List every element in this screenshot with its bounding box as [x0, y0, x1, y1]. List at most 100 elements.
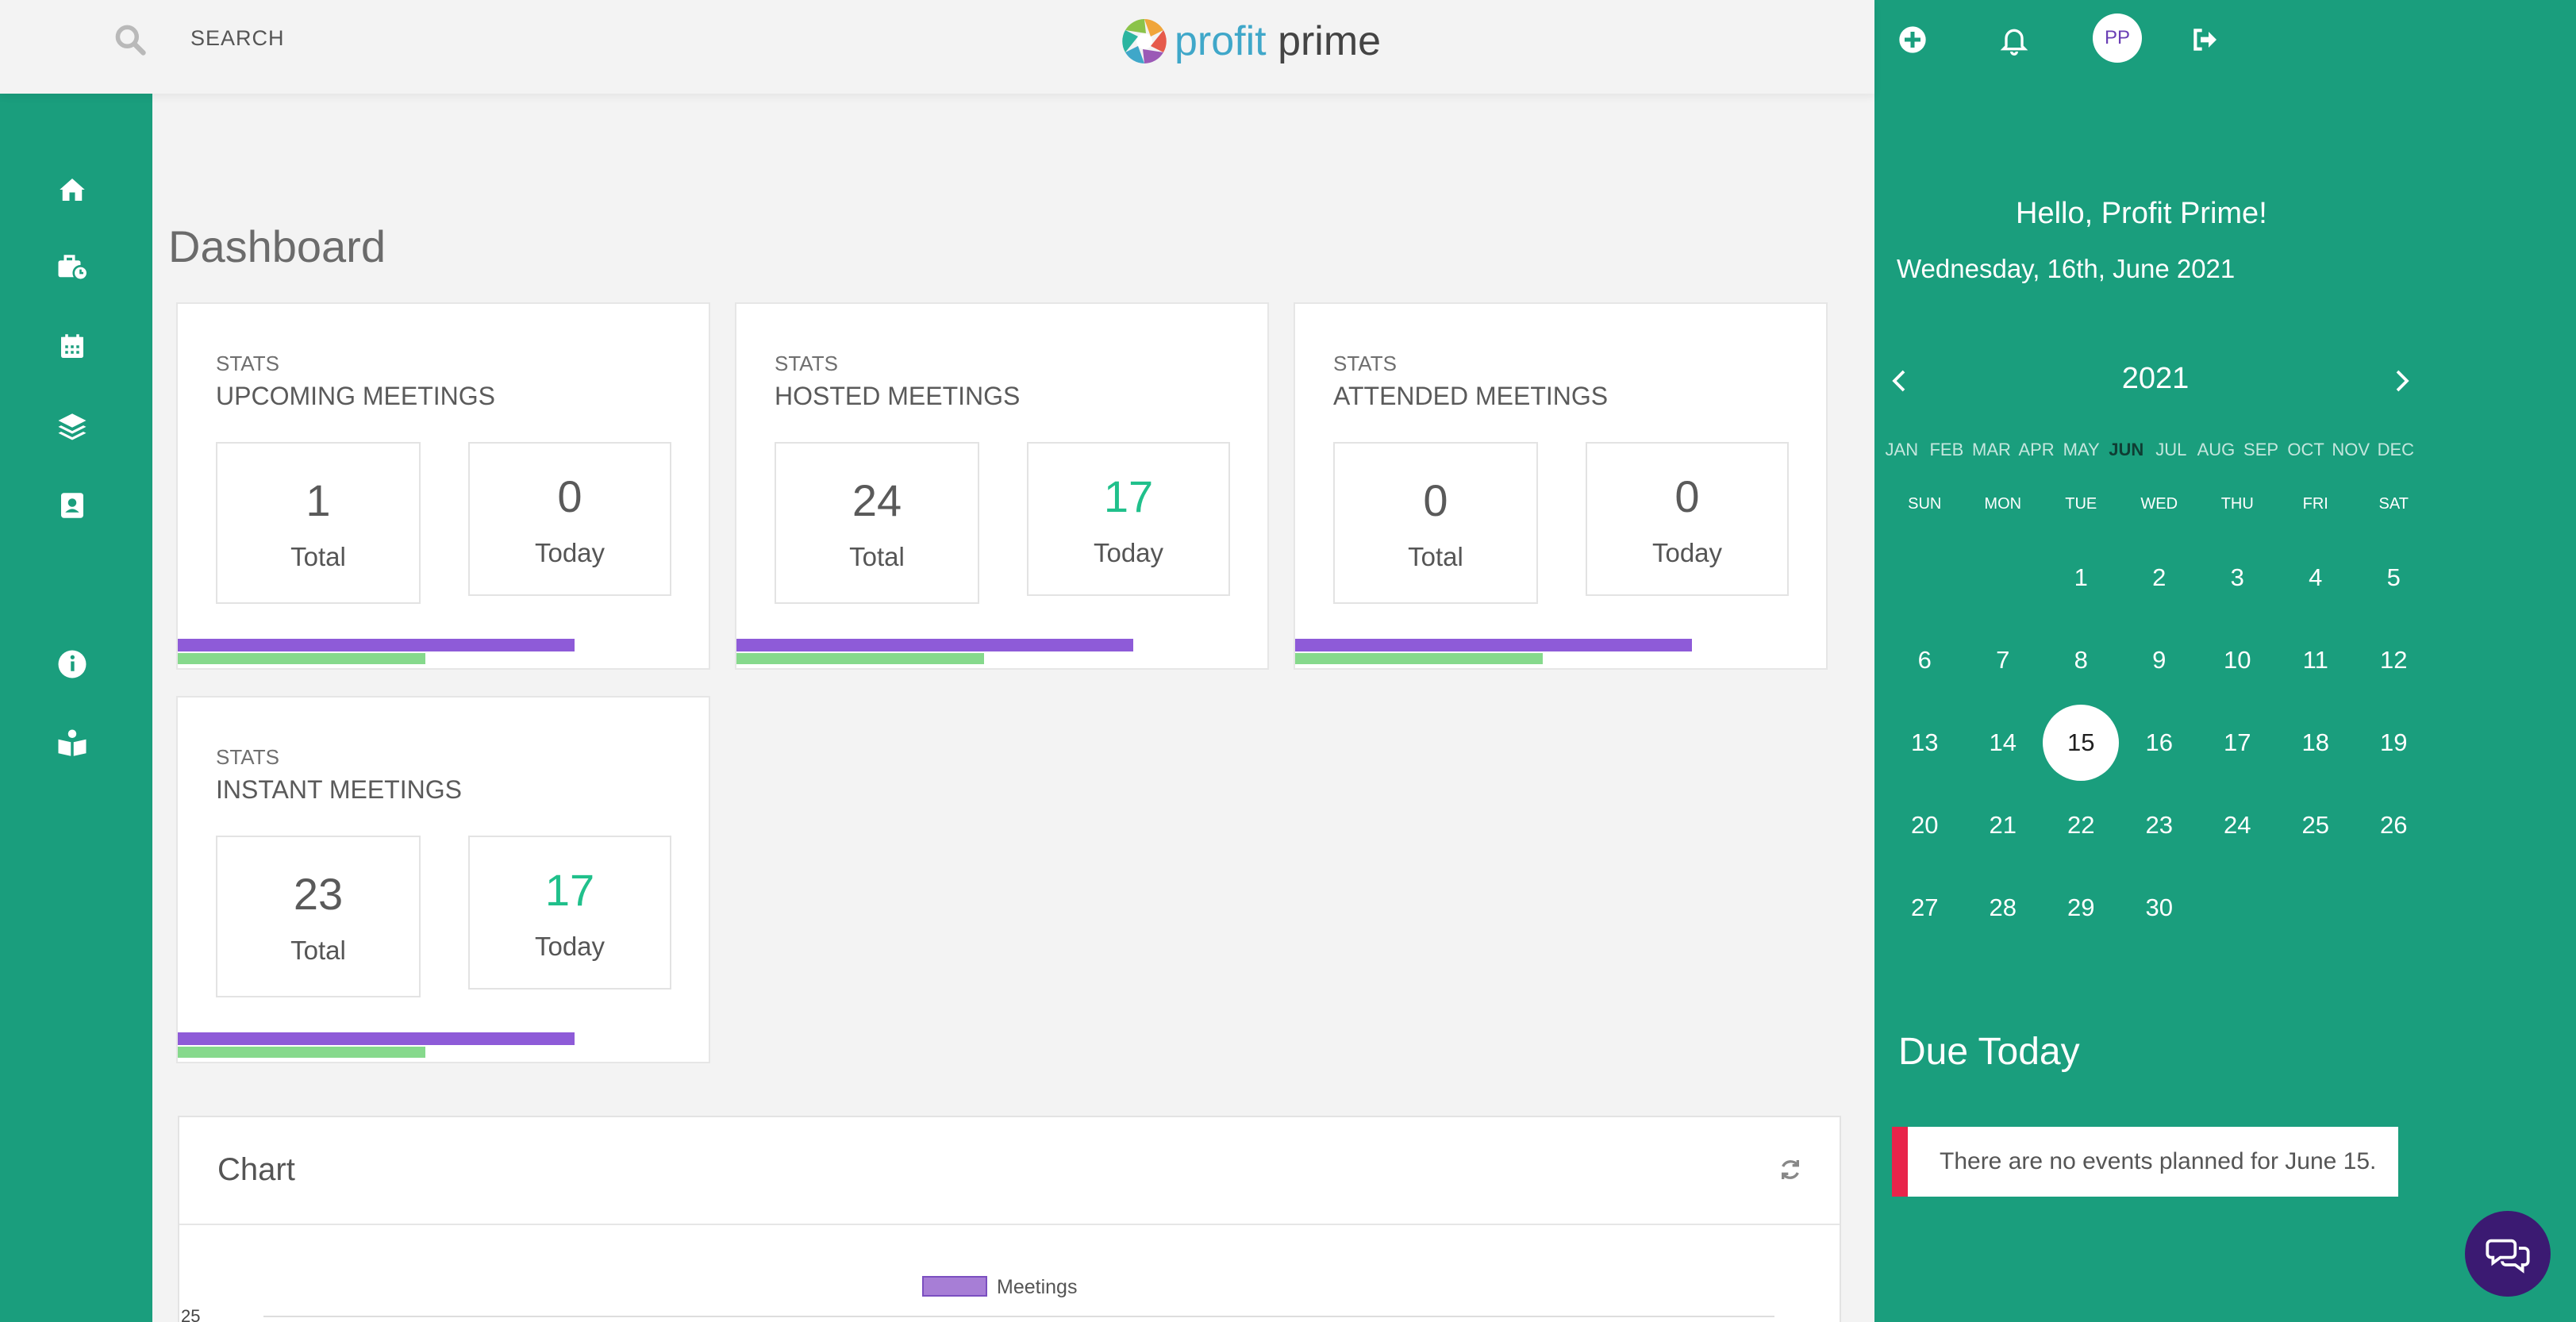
calendar-day[interactable]: 26	[2380, 811, 2408, 839]
calendar-day[interactable]: 28	[1989, 894, 2017, 921]
add-icon[interactable]	[1897, 24, 1928, 56]
calendar-icon[interactable]	[56, 330, 89, 363]
weekday-sun: SUN	[1908, 495, 1942, 513]
calendar-day[interactable]: 1	[2074, 563, 2088, 591]
current-date: Wednesday, 16th, June 2021	[1897, 254, 2236, 283]
stat-total-value: 23	[293, 868, 344, 919]
refresh-icon[interactable]	[1778, 1157, 1803, 1182]
stat-title: INSTANT MEETINGS	[216, 775, 462, 804]
bell-icon[interactable]	[1998, 24, 2030, 56]
calendar-day[interactable]: 7	[1996, 646, 2010, 674]
calendar-day[interactable]: 30	[2145, 894, 2173, 921]
stat-today-value: 0	[557, 471, 582, 521]
month-sep[interactable]: SEP	[2243, 440, 2279, 459]
search-input[interactable]: SEARCH	[190, 26, 285, 50]
due-today-card: There are no events planned for June 15.	[1892, 1127, 2398, 1197]
progress-bar-green	[736, 653, 984, 664]
month-may[interactable]: MAY	[2063, 440, 2100, 459]
calendar-day[interactable]: 11	[2302, 646, 2328, 674]
month-nov[interactable]: NOV	[2332, 440, 2370, 459]
month-dec[interactable]: DEC	[2377, 440, 2415, 459]
month-jan[interactable]: JAN	[1885, 440, 1919, 459]
avatar[interactable]: PP	[2093, 13, 2142, 63]
stat-total-box: 1 Total	[216, 442, 421, 604]
chart-gridline	[263, 1316, 1774, 1317]
chart-divider	[179, 1224, 1840, 1225]
calendar-day[interactable]: 17	[2224, 728, 2251, 756]
legend-label[interactable]: Meetings	[997, 1276, 1078, 1298]
chevron-right-icon[interactable]	[2390, 367, 2414, 395]
stat-today-value: 0	[1674, 471, 1700, 521]
calendar-day[interactable]: 19	[2380, 728, 2408, 756]
calendar-day[interactable]: 15	[2042, 701, 2120, 784]
stat-total-label: Total	[849, 541, 905, 571]
stat-title: UPCOMING MEETINGS	[216, 382, 496, 410]
calendar-day[interactable]: 18	[2301, 728, 2329, 756]
calendar-day[interactable]: 6	[1917, 646, 1932, 674]
month-jun[interactable]: JUN	[2109, 440, 2144, 459]
stat-today-label: Today	[1651, 537, 1723, 567]
stat-total-box: 24 Total	[775, 442, 979, 604]
stat-title: HOSTED MEETINGS	[775, 382, 1021, 410]
stat-total-box: 0 Total	[1333, 442, 1538, 604]
home-icon[interactable]	[56, 173, 89, 206]
month-oct[interactable]: OCT	[2287, 440, 2324, 459]
weekday-tue: TUE	[2065, 495, 2097, 513]
calendar-day[interactable]: 27	[1911, 894, 1939, 921]
stat-card-upcoming-meetings: STATS UPCOMING MEETINGS 1 Total 0 Today	[176, 302, 710, 670]
calendar-year: 2021	[2121, 362, 2190, 395]
logout-icon[interactable]	[2189, 24, 2220, 56]
month-apr[interactable]: APR	[2018, 440, 2055, 459]
search-icon[interactable]	[113, 22, 148, 57]
calendar-day[interactable]: 12	[2380, 646, 2408, 674]
calendar-day[interactable]: 23	[2145, 811, 2173, 839]
progress-bar-purple	[736, 639, 1133, 651]
calendar-day[interactable]: 3	[2230, 563, 2244, 591]
contact-card-icon[interactable]	[56, 489, 89, 522]
calendar-day[interactable]: 29	[2067, 894, 2095, 921]
progress-bar-purple	[178, 1032, 575, 1045]
stat-today-box: 17 Today	[468, 836, 671, 990]
calendar-day[interactable]: 16	[2145, 728, 2173, 756]
month-selector: JAN FEB MAR APR MAY JUN JUL AUG SEP OCT NOV DEC	[1879, 440, 2419, 460]
book-reader-icon[interactable]	[56, 727, 89, 760]
layers-icon[interactable]	[56, 409, 89, 443]
chat-button[interactable]	[2465, 1211, 2551, 1297]
stat-total-label: Total	[290, 935, 346, 965]
weekday-fri: FRI	[2302, 495, 2328, 513]
calendar-day[interactable]: 5	[2386, 563, 2401, 591]
calendar-day[interactable]: 9	[2152, 646, 2167, 674]
stat-card-attended-meetings: STATS ATTENDED MEETINGS 0 Total 0 Today	[1294, 302, 1828, 670]
calendar-day[interactable]: 13	[1911, 728, 1939, 756]
stat-card-instant-meetings: STATS INSTANT MEETINGS 23 Total 17 Today	[176, 696, 710, 1063]
progress-bar-green	[178, 1047, 425, 1058]
calendar-day[interactable]: 22	[2067, 811, 2095, 839]
month-aug[interactable]: AUG	[2197, 440, 2236, 459]
stat-label: STATS	[216, 745, 279, 769]
month-jul[interactable]: JUL	[2155, 440, 2187, 459]
calendar-day[interactable]: 2	[2152, 563, 2167, 591]
calendar-day[interactable]: 10	[2224, 646, 2251, 674]
calendar-day[interactable]: 21	[1989, 811, 2017, 839]
progress-bar-green	[1295, 653, 1543, 664]
due-today-title: Due Today	[1898, 1031, 2080, 1073]
calendar-day[interactable]: 24	[2224, 811, 2251, 839]
stat-card-hosted-meetings: STATS HOSTED MEETINGS 24 Total 17 Today	[735, 302, 1269, 670]
stat-today-box: 0 Today	[468, 442, 671, 596]
calendar-day[interactable]: 25	[2301, 811, 2329, 839]
calendar-day[interactable]: 20	[1911, 811, 1939, 839]
progress-bar-purple	[178, 639, 575, 651]
legend-swatch[interactable]	[922, 1276, 987, 1297]
month-mar[interactable]: MAR	[1972, 440, 2011, 459]
stat-label: STATS	[775, 352, 838, 375]
stat-today-box: 0 Today	[1586, 442, 1789, 596]
month-feb[interactable]: FEB	[1929, 440, 1964, 459]
info-icon[interactable]	[56, 648, 89, 681]
calendar-day[interactable]: 4	[2309, 563, 2323, 591]
briefcase-clock-icon[interactable]	[56, 251, 89, 284]
chevron-left-icon[interactable]	[1887, 367, 1911, 395]
calendar-day[interactable]: 8	[2074, 646, 2088, 674]
progress-bar-green	[178, 653, 425, 664]
calendar-day[interactable]: 14	[1989, 728, 2017, 756]
y-tick-label: 25	[181, 1306, 201, 1322]
